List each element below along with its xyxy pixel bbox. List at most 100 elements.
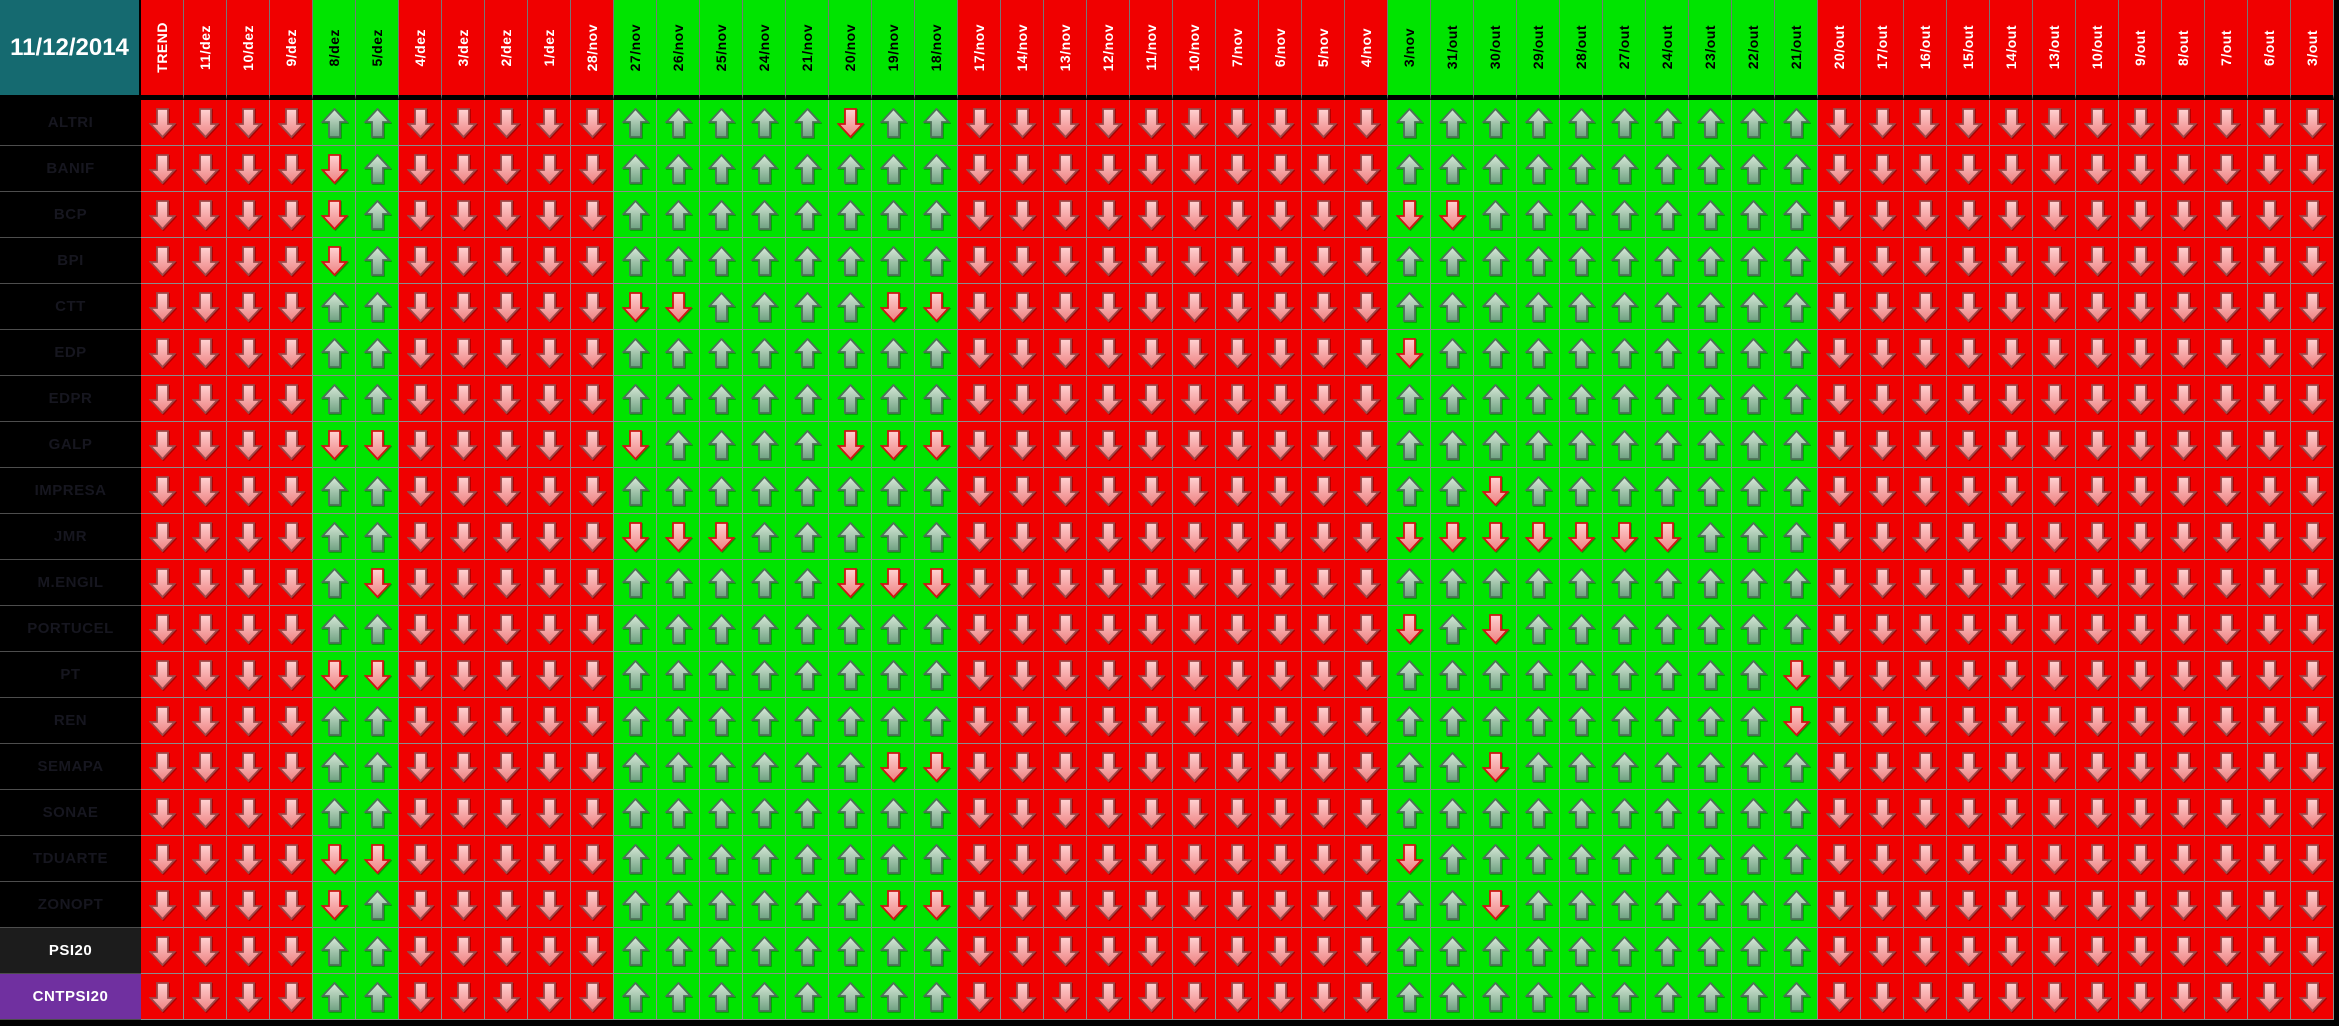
column-header-16-out[interactable]: 16/out bbox=[1904, 0, 1947, 100]
grid-cell[interactable] bbox=[1474, 468, 1517, 514]
grid-cell[interactable] bbox=[2291, 790, 2334, 836]
grid-cell[interactable] bbox=[2205, 284, 2248, 330]
grid-cell[interactable] bbox=[141, 652, 184, 698]
grid-cell[interactable] bbox=[915, 790, 958, 836]
grid-cell[interactable] bbox=[700, 238, 743, 284]
grid-cell[interactable] bbox=[2033, 652, 2076, 698]
grid-cell[interactable] bbox=[743, 422, 786, 468]
grid-cell[interactable] bbox=[1775, 652, 1818, 698]
grid-cell[interactable] bbox=[1947, 928, 1990, 974]
grid-cell[interactable] bbox=[1216, 698, 1259, 744]
grid-cell[interactable] bbox=[485, 284, 528, 330]
grid-cell[interactable] bbox=[1259, 376, 1302, 422]
grid-cell[interactable] bbox=[1517, 146, 1560, 192]
column-header-10-dez[interactable]: 10/dez bbox=[227, 0, 270, 100]
grid-cell[interactable] bbox=[1560, 652, 1603, 698]
grid-cell[interactable] bbox=[1216, 422, 1259, 468]
grid-cell[interactable] bbox=[1216, 882, 1259, 928]
grid-cell[interactable] bbox=[915, 514, 958, 560]
grid-cell[interactable] bbox=[700, 100, 743, 146]
grid-cell[interactable] bbox=[1173, 790, 1216, 836]
grid-cell[interactable] bbox=[1044, 560, 1087, 606]
grid-cell[interactable] bbox=[442, 836, 485, 882]
grid-cell[interactable] bbox=[485, 836, 528, 882]
grid-cell[interactable] bbox=[829, 192, 872, 238]
grid-cell[interactable] bbox=[399, 698, 442, 744]
grid-cell[interactable] bbox=[1216, 744, 1259, 790]
grid-cell[interactable] bbox=[958, 146, 1001, 192]
grid-cell[interactable] bbox=[1904, 284, 1947, 330]
grid-cell[interactable] bbox=[1044, 514, 1087, 560]
grid-cell[interactable] bbox=[1474, 882, 1517, 928]
grid-cell[interactable] bbox=[657, 192, 700, 238]
grid-cell[interactable] bbox=[485, 698, 528, 744]
grid-cell[interactable] bbox=[356, 284, 399, 330]
grid-cell[interactable] bbox=[1775, 376, 1818, 422]
grid-cell[interactable] bbox=[1560, 744, 1603, 790]
grid-cell[interactable] bbox=[829, 928, 872, 974]
grid-cell[interactable] bbox=[915, 146, 958, 192]
grid-cell[interactable] bbox=[700, 146, 743, 192]
grid-cell[interactable] bbox=[1087, 698, 1130, 744]
grid-cell[interactable] bbox=[485, 560, 528, 606]
grid-cell[interactable] bbox=[1431, 560, 1474, 606]
grid-cell[interactable] bbox=[356, 652, 399, 698]
grid-cell[interactable] bbox=[1431, 882, 1474, 928]
grid-cell[interactable] bbox=[2162, 514, 2205, 560]
grid-cell[interactable] bbox=[571, 100, 614, 146]
grid-cell[interactable] bbox=[1431, 100, 1474, 146]
grid-cell[interactable] bbox=[2162, 422, 2205, 468]
grid-cell[interactable] bbox=[442, 928, 485, 974]
grid-cell[interactable] bbox=[1732, 698, 1775, 744]
grid-cell[interactable] bbox=[786, 100, 829, 146]
grid-cell[interactable] bbox=[313, 422, 356, 468]
grid-cell[interactable] bbox=[2076, 744, 2119, 790]
grid-cell[interactable] bbox=[1087, 146, 1130, 192]
grid-cell[interactable] bbox=[1689, 928, 1732, 974]
grid-cell[interactable] bbox=[1259, 560, 1302, 606]
grid-cell[interactable] bbox=[614, 698, 657, 744]
grid-cell[interactable] bbox=[356, 928, 399, 974]
grid-cell[interactable] bbox=[1904, 330, 1947, 376]
grid-cell[interactable] bbox=[1646, 928, 1689, 974]
grid-cell[interactable] bbox=[1173, 882, 1216, 928]
grid-cell[interactable] bbox=[1861, 376, 1904, 422]
grid-cell[interactable] bbox=[313, 928, 356, 974]
grid-cell[interactable] bbox=[1947, 744, 1990, 790]
grid-cell[interactable] bbox=[1990, 790, 2033, 836]
grid-cell[interactable] bbox=[1732, 928, 1775, 974]
grid-cell[interactable] bbox=[2076, 146, 2119, 192]
grid-cell[interactable] bbox=[1259, 882, 1302, 928]
row-header-galp[interactable]: GALP bbox=[0, 422, 141, 468]
grid-cell[interactable] bbox=[1861, 238, 1904, 284]
grid-cell[interactable] bbox=[1732, 836, 1775, 882]
grid-cell[interactable] bbox=[1560, 606, 1603, 652]
grid-cell[interactable] bbox=[2291, 928, 2334, 974]
grid-cell[interactable] bbox=[485, 192, 528, 238]
grid-cell[interactable] bbox=[1345, 974, 1388, 1020]
grid-cell[interactable] bbox=[1044, 652, 1087, 698]
grid-cell[interactable] bbox=[1646, 652, 1689, 698]
grid-cell[interactable] bbox=[1044, 192, 1087, 238]
grid-cell[interactable] bbox=[1947, 606, 1990, 652]
grid-cell[interactable] bbox=[1474, 422, 1517, 468]
grid-cell[interactable] bbox=[1259, 606, 1302, 652]
grid-cell[interactable] bbox=[399, 100, 442, 146]
grid-cell[interactable] bbox=[1388, 100, 1431, 146]
grid-cell[interactable] bbox=[485, 146, 528, 192]
grid-cell[interactable] bbox=[2033, 376, 2076, 422]
grid-cell[interactable] bbox=[2162, 974, 2205, 1020]
grid-cell[interactable] bbox=[2205, 606, 2248, 652]
grid-cell[interactable] bbox=[1603, 606, 1646, 652]
grid-cell[interactable] bbox=[1431, 928, 1474, 974]
grid-cell[interactable] bbox=[399, 238, 442, 284]
grid-cell[interactable] bbox=[270, 376, 313, 422]
grid-cell[interactable] bbox=[786, 330, 829, 376]
grid-cell[interactable] bbox=[270, 468, 313, 514]
grid-cell[interactable] bbox=[356, 698, 399, 744]
grid-cell[interactable] bbox=[2076, 698, 2119, 744]
grid-cell[interactable] bbox=[1861, 146, 1904, 192]
grid-cell[interactable] bbox=[1302, 238, 1345, 284]
grid-cell[interactable] bbox=[2162, 928, 2205, 974]
grid-cell[interactable] bbox=[1345, 330, 1388, 376]
